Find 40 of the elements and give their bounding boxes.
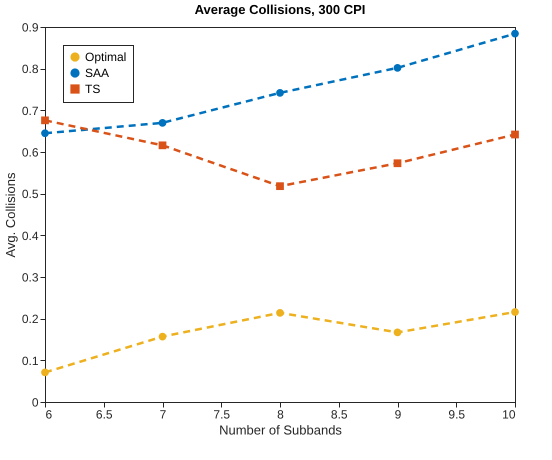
x-tick-label: 7 bbox=[160, 408, 167, 422]
point bbox=[394, 159, 402, 168]
point bbox=[511, 30, 519, 38]
point bbox=[511, 130, 519, 138]
point bbox=[158, 141, 166, 150]
x-tick-label: 8.5 bbox=[330, 408, 348, 422]
point bbox=[41, 116, 49, 124]
legend-label: TS bbox=[85, 82, 100, 96]
point bbox=[158, 118, 166, 127]
point bbox=[276, 308, 284, 317]
y-tick-label: 0.3 bbox=[22, 270, 39, 284]
point bbox=[276, 182, 284, 190]
y-tick-label: 0.9 bbox=[22, 20, 39, 34]
x-tick-label: 10 bbox=[502, 408, 516, 422]
point bbox=[511, 308, 519, 316]
point bbox=[158, 332, 166, 340]
x-axis-title: Number of Subbands bbox=[219, 422, 342, 438]
point bbox=[41, 129, 49, 138]
y-tick-label: 0.7 bbox=[22, 104, 39, 118]
y-tick-label: 0.4 bbox=[22, 228, 39, 243]
x-tick-label: 8 bbox=[277, 408, 284, 422]
point bbox=[394, 328, 402, 336]
x-tick-label: 6 bbox=[46, 408, 52, 422]
legend-label: Optimal bbox=[85, 50, 126, 64]
legend-label: SAA bbox=[85, 66, 110, 80]
x-tick-label: 7.5 bbox=[213, 408, 230, 422]
y-axis-title: Avg. Collisions bbox=[2, 172, 18, 258]
y-tick-label: 0.5 bbox=[22, 187, 39, 202]
y-tick-label: 0 bbox=[32, 396, 39, 410]
point bbox=[276, 88, 284, 97]
y-tick-label: 0.6 bbox=[22, 146, 39, 160]
point bbox=[394, 64, 402, 72]
x-tick-label: 6.5 bbox=[96, 408, 113, 422]
y-tick-label: 0.1 bbox=[22, 354, 39, 368]
chart-title: Average Collisions, 300 CPI bbox=[194, 2, 366, 17]
point bbox=[41, 368, 49, 376]
x-tick-label: 9.5 bbox=[448, 408, 466, 422]
x-tick-label: 9 bbox=[394, 408, 402, 422]
y-tick-label: 0.2 bbox=[22, 312, 39, 326]
y-tick-label: 0.8 bbox=[22, 62, 39, 76]
